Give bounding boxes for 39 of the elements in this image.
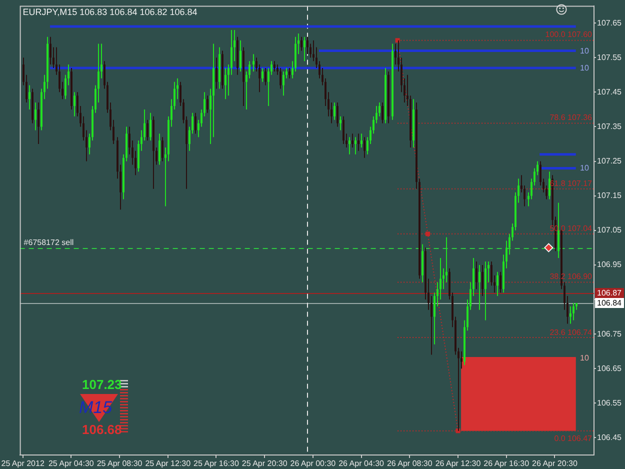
series-label: 23.6 106.74 <box>550 328 593 337</box>
x-tick-label: 25 Apr 16:30 <box>194 459 240 468</box>
y-tick-label: 107.15 <box>597 191 622 200</box>
y-tick-label: 107.45 <box>597 87 622 96</box>
x-tick-label: 25 Apr 12:30 <box>145 459 192 468</box>
x-tick-label: 25 Apr 08:30 <box>96 459 143 468</box>
x-tick-label: 26 Apr 04:30 <box>338 459 385 468</box>
y-tick-label: 107.35 <box>597 122 622 131</box>
ref-line-label: 106.84 <box>597 298 622 308</box>
y-tick-label: 106.65 <box>597 364 622 373</box>
ref-line-label: #6758172 sell <box>24 238 74 247</box>
x-tick-label: 26 Apr 08:30 <box>386 459 433 468</box>
y-tick-label: 107.55 <box>597 52 622 62</box>
x-tick-label: 26 Apr 20:30 <box>532 459 578 468</box>
series-label: 10 <box>580 46 590 56</box>
x-tick-label: 26 Apr 16:30 <box>484 459 530 468</box>
y-tick-label: 106.45 <box>597 432 622 442</box>
series-label: 100.0 107.60 <box>545 30 593 39</box>
x-tick-label: 25 Apr 2012 <box>1 459 45 468</box>
series-label: 78.6 107.36 <box>550 113 593 122</box>
ref-line-label: 106.87 <box>597 288 622 298</box>
y-tick-label: 106.95 <box>597 260 622 270</box>
y-tick-label: 106.55 <box>597 398 622 408</box>
x-tick-label: 26 Apr 12:30 <box>435 459 482 468</box>
series-label: 10 <box>580 64 590 73</box>
chart-title: EURJPY,M15 106.83 106.84 106.82 106.84 <box>22 6 198 17</box>
y-tick-label: 107.05 <box>597 226 622 235</box>
series-label: 10 <box>580 354 590 363</box>
annotation: 107.23 <box>82 377 122 392</box>
series-label: 38.2 106.90 <box>550 272 593 281</box>
x-tick-label: 25 Apr 20:30 <box>242 459 288 468</box>
y-tick-label: 107.25 <box>597 156 622 166</box>
series-label: 0.0 106.47 <box>554 434 593 443</box>
series-label: 10 <box>580 164 590 173</box>
y-tick-label: 106.75 <box>597 329 622 338</box>
x-tick-label: 26 Apr 00:30 <box>290 459 336 468</box>
x-tick-label: 25 Apr 04:30 <box>48 459 94 468</box>
y-tick-label: 107.65 <box>597 18 622 28</box>
annotation: 106.68 <box>82 422 122 437</box>
